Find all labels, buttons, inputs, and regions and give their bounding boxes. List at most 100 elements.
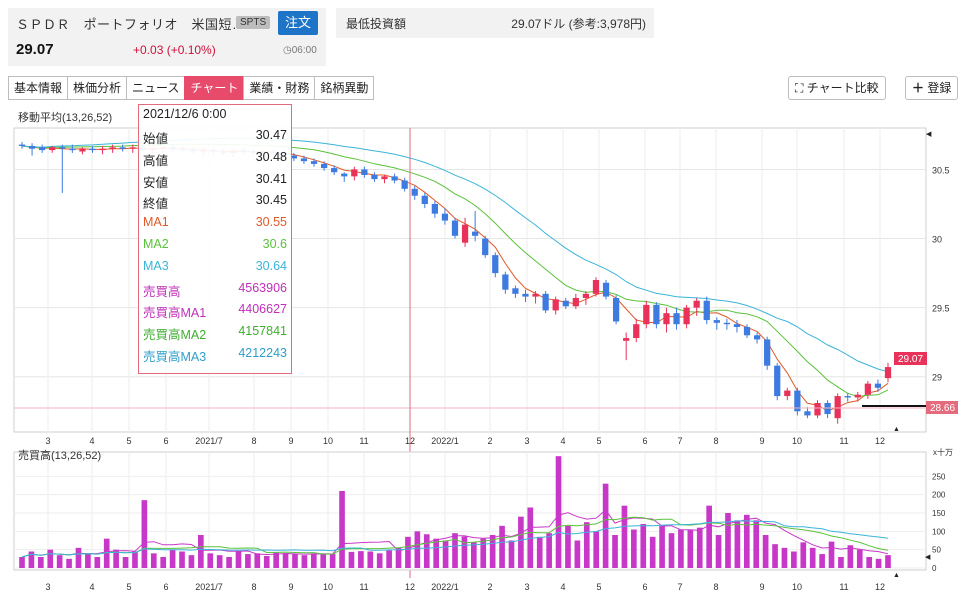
volume-bar bbox=[499, 525, 505, 568]
volume-panel-title: 売買高(13,26,52) bbox=[18, 448, 101, 462]
volume-bar bbox=[743, 514, 750, 568]
volume-bar bbox=[583, 522, 590, 568]
volume-y-tick: 200 bbox=[932, 491, 946, 500]
volume-bar bbox=[376, 553, 383, 568]
candle-body bbox=[512, 288, 519, 294]
min-invest-label: 最低投資額 bbox=[346, 17, 407, 31]
volume-bar bbox=[169, 549, 176, 568]
volume-bar bbox=[621, 505, 628, 568]
candle-body bbox=[784, 390, 791, 397]
volume-bar bbox=[263, 555, 270, 568]
tooltip-label: 売買高MA3 bbox=[143, 350, 207, 364]
tooltip-value: 30.6 bbox=[262, 237, 287, 251]
price-x-tick: 2 bbox=[487, 436, 492, 446]
volume-bar bbox=[216, 555, 223, 568]
candle-body bbox=[502, 274, 509, 290]
volume-x-tick: 2 bbox=[487, 582, 492, 592]
tooltip-value: 4563906 bbox=[238, 280, 287, 295]
scroll-left-arrow-icon[interactable]: ◀ bbox=[926, 131, 932, 138]
volume-bar bbox=[292, 554, 298, 568]
volume-bar bbox=[226, 557, 232, 568]
volume-bar bbox=[198, 535, 204, 568]
tooltip-row: 売買高MA1 4406627 bbox=[143, 302, 287, 322]
scroll-up-arrow-icon[interactable]: ▲ bbox=[893, 426, 900, 433]
volume-bar bbox=[593, 531, 600, 568]
candle-body bbox=[693, 300, 700, 308]
tab-basic-info[interactable]: 基本情報 bbox=[8, 76, 69, 100]
candle-body bbox=[713, 320, 720, 323]
volume-bar bbox=[245, 554, 251, 568]
volume-x-tick: 5 bbox=[596, 582, 601, 592]
price-x-tick: 5 bbox=[126, 436, 131, 446]
chart-compare-button[interactable]: ⛶ チャート比較 bbox=[788, 76, 886, 100]
price-x-tick: 6 bbox=[642, 436, 647, 446]
volume-bar bbox=[113, 549, 119, 568]
volume-bar bbox=[423, 534, 430, 568]
volume-bar bbox=[546, 533, 552, 568]
volume-bar bbox=[442, 540, 449, 568]
volume-bar bbox=[301, 555, 308, 568]
volume-bar bbox=[75, 547, 82, 568]
scroll-left-arrow-icon-2[interactable]: ◀ bbox=[925, 554, 931, 561]
plus-icon: ＋ bbox=[912, 81, 925, 95]
volume-bar bbox=[358, 551, 364, 568]
candle-body bbox=[351, 169, 358, 177]
candle-body bbox=[49, 147, 56, 151]
volume-bar bbox=[282, 553, 289, 568]
candle-body bbox=[421, 195, 428, 204]
tooltip-row: 売買高MA2 4157841 bbox=[143, 324, 287, 344]
candle-body bbox=[844, 396, 851, 398]
volume-bars bbox=[19, 456, 891, 568]
low-price-marker: 28.66 bbox=[862, 401, 958, 414]
volume-x-tick: 4 bbox=[560, 582, 565, 592]
volume-bar bbox=[452, 533, 458, 568]
candle-body bbox=[592, 280, 600, 294]
candle-body bbox=[441, 213, 449, 221]
scroll-up-arrow-icon-2[interactable]: ▲ bbox=[893, 572, 900, 579]
volume-bar bbox=[395, 547, 402, 568]
volume-bar bbox=[612, 535, 618, 568]
candle-body bbox=[703, 300, 710, 321]
ticker-card: ＳＰＤＲ ポートフォリオ 米国短… SPTS 注文 29.07 +0.03 (+… bbox=[8, 8, 326, 66]
tab-stock-analysis[interactable]: 株価分析 bbox=[67, 76, 128, 100]
volume-bar bbox=[480, 538, 487, 568]
candle-body bbox=[774, 365, 781, 397]
candle-body bbox=[824, 402, 831, 415]
volume-bar bbox=[696, 527, 703, 568]
candle-body bbox=[341, 173, 348, 177]
candle-body bbox=[320, 163, 328, 169]
volume-bar bbox=[734, 520, 741, 568]
volume-bar bbox=[809, 547, 816, 568]
volume-bar bbox=[85, 553, 91, 568]
volume-bar bbox=[367, 551, 374, 568]
order-button[interactable]: 注文 bbox=[278, 11, 318, 35]
candle-body bbox=[673, 313, 680, 325]
volume-bar bbox=[819, 554, 825, 568]
ticker-name: ＳＰＤＲ ポートフォリオ 米国短… bbox=[16, 17, 246, 32]
volume-bar bbox=[66, 558, 72, 568]
price-x-tick: 8 bbox=[713, 436, 718, 446]
candle-body bbox=[733, 324, 741, 327]
price-y-tick: 30.5 bbox=[932, 165, 950, 175]
price-x-tick: 11 bbox=[359, 436, 368, 446]
candle-body bbox=[633, 324, 640, 339]
min-invest-value: 29.07ドル (参考:3,978円) bbox=[511, 17, 646, 31]
volume-bar bbox=[856, 549, 863, 568]
register-button[interactable]: ＋ 登録 bbox=[905, 76, 959, 100]
price-x-tick: 4 bbox=[560, 436, 565, 446]
tab-stock-changes[interactable]: 銘柄異動 bbox=[314, 76, 375, 100]
candle-body bbox=[864, 383, 871, 395]
price-x-tick: 9 bbox=[288, 436, 293, 446]
price-x-tick: 3 bbox=[524, 436, 529, 446]
tab-news[interactable]: ニュース bbox=[126, 76, 186, 100]
price-x-tick: 10 bbox=[323, 436, 333, 446]
register-label: 登録 bbox=[927, 81, 952, 95]
tab-chart[interactable]: チャート bbox=[184, 76, 245, 100]
candle-body bbox=[28, 145, 36, 149]
candle-body bbox=[743, 326, 751, 336]
candle-body bbox=[461, 224, 469, 243]
candle-body bbox=[69, 148, 76, 151]
tab-earnings[interactable]: 業績・財務 bbox=[243, 76, 316, 100]
tooltip-value: 4157841 bbox=[238, 324, 287, 339]
